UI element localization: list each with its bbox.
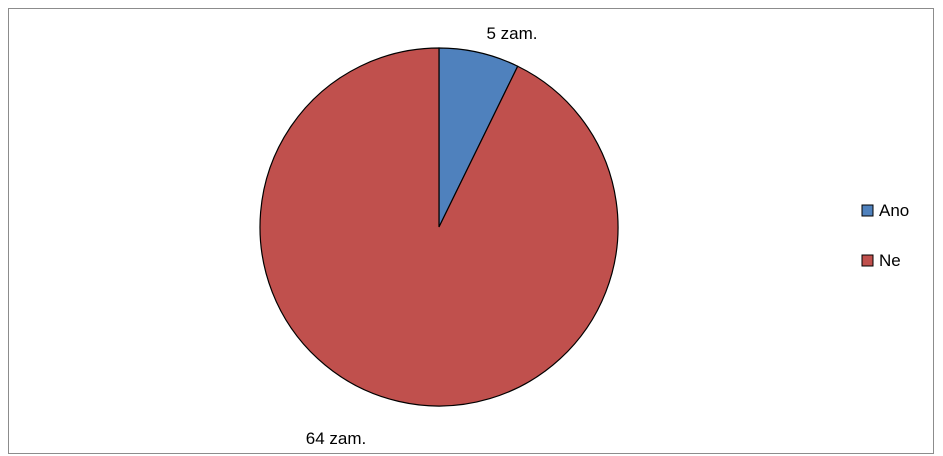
legend-label-ne: Ne: [879, 251, 901, 270]
legend: Ano Ne: [861, 201, 909, 270]
legend-swatch-ne: [861, 254, 874, 267]
legend-swatch-ano: [861, 204, 874, 217]
legend-label-ano: Ano: [879, 201, 909, 220]
pie-slice-ne: [259, 47, 619, 407]
data-label-ne: 64 zam.: [306, 429, 366, 448]
pie-slices: [259, 47, 619, 407]
data-label-ano: 5 zam.: [486, 24, 537, 43]
